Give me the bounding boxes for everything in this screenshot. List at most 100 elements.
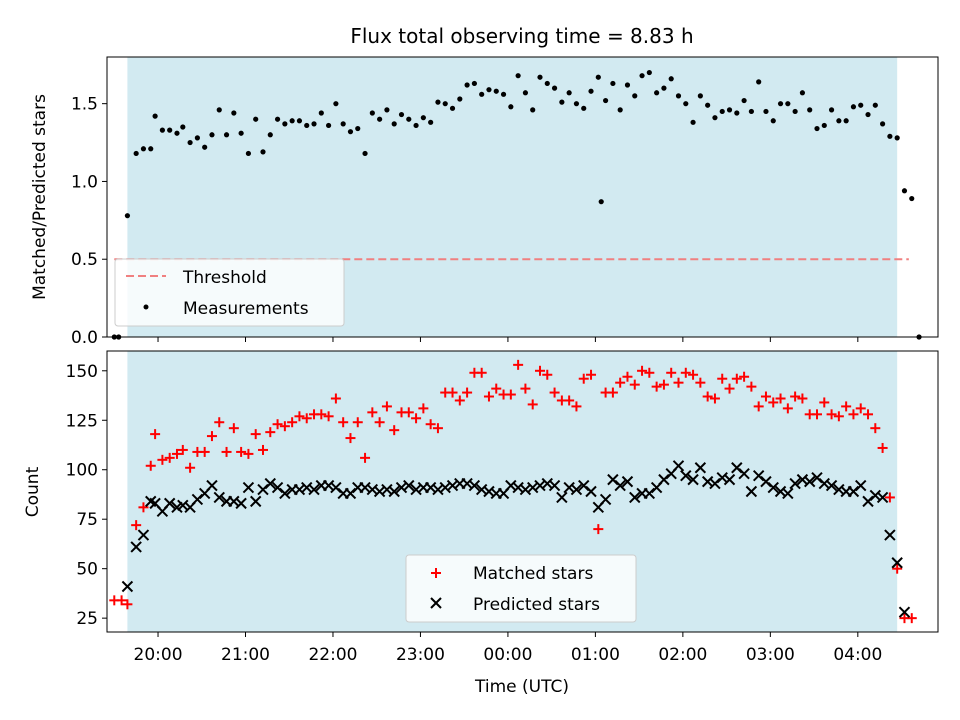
x-tick-label: 23:00 xyxy=(396,645,445,665)
measurement-point xyxy=(209,132,215,138)
matched-star-marker xyxy=(185,462,196,473)
matched-star-marker xyxy=(753,401,764,412)
matched-star-marker xyxy=(571,401,582,412)
legend-matched-marker xyxy=(431,568,441,578)
measurement-point xyxy=(598,199,604,205)
predicted-star-marker xyxy=(884,529,896,541)
predicted-star-marker-b xyxy=(534,479,546,492)
measurement-point xyxy=(603,97,609,104)
matched-star-marker xyxy=(367,407,378,418)
bottom-y-label: 150 xyxy=(66,362,98,382)
matched-star-marker xyxy=(688,369,699,380)
matched-star-marker xyxy=(870,423,881,434)
measurement-point xyxy=(683,101,689,107)
measurement-point xyxy=(792,108,798,115)
measurement-point xyxy=(850,104,857,110)
x-tick-label: 04:00 xyxy=(833,645,882,665)
measurement-point xyxy=(697,93,703,99)
predicted-star-marker-b xyxy=(789,477,801,490)
measurement-point xyxy=(726,107,733,113)
measurement-point xyxy=(428,119,434,125)
matched-star-marker xyxy=(145,460,156,471)
measurement-point xyxy=(668,76,674,82)
matched-star-marker xyxy=(797,393,808,404)
matched-star-marker xyxy=(206,431,217,442)
measurement-point xyxy=(880,121,886,127)
predicted-star-marker xyxy=(680,469,692,482)
measurement-point xyxy=(661,85,667,91)
measurement-point xyxy=(133,150,139,157)
matched-star-marker xyxy=(593,524,604,535)
matched-star-marker xyxy=(768,397,779,408)
measurement-point xyxy=(646,69,652,76)
predicted-star-marker xyxy=(308,483,320,496)
measurement-point xyxy=(690,119,696,125)
predicted-star-marker xyxy=(163,497,176,510)
matched-star-marker xyxy=(360,452,371,463)
predicted-star-marker-b xyxy=(403,479,415,492)
matched-star-marker xyxy=(658,379,669,390)
measurement-point xyxy=(362,150,368,157)
predicted-star-marker-b xyxy=(373,485,386,498)
predicted-star-marker-b xyxy=(738,467,750,480)
measurement-point xyxy=(909,195,915,202)
predicted-star-marker xyxy=(570,483,583,496)
predicted-star-marker-b xyxy=(723,473,736,486)
bottom-x-ticks: 20:00 21:00 22:00 23:00 00:00 01:00 02:00 03:00… xyxy=(134,632,882,665)
matched-star-marker xyxy=(520,383,531,394)
matched-star-marker xyxy=(476,367,487,378)
x-tick-label: 03:00 xyxy=(746,645,795,665)
matched-star-marker xyxy=(483,391,494,402)
predicted-star-marker-b xyxy=(468,479,481,492)
measurement-point xyxy=(464,82,470,88)
top-y-label: 1.5 xyxy=(71,95,98,115)
measurement-point xyxy=(814,125,820,132)
measurement-point xyxy=(140,146,147,152)
matched-star-marker xyxy=(739,371,750,382)
measurement-point xyxy=(318,110,324,116)
legend-measurements-swatch xyxy=(143,304,149,310)
predicted-star-marker xyxy=(694,462,707,474)
matched-star-marker xyxy=(724,383,735,394)
predicted-star-marker-b xyxy=(548,479,561,492)
matched-star-marker xyxy=(702,391,713,402)
matched-star-marker xyxy=(775,393,786,404)
matched-star-marker xyxy=(811,409,822,420)
measurement-point xyxy=(340,121,346,127)
predicted-star-marker xyxy=(629,491,641,504)
matched-star-marker xyxy=(462,387,473,398)
x-tick-label: 20:00 xyxy=(134,645,183,665)
predicted-star-marker-b xyxy=(607,473,619,486)
measurement-point xyxy=(420,115,426,121)
predicted-star-marker xyxy=(548,479,561,492)
measurement-point xyxy=(785,101,791,107)
matched-star-marker xyxy=(228,423,239,434)
matched-star-marker xyxy=(171,448,182,459)
predicted-star-marker-b xyxy=(330,481,342,494)
measurement-point xyxy=(559,99,565,105)
top-y-label: 0.0 xyxy=(71,328,98,348)
legend-matched-swatch xyxy=(431,568,441,578)
measurement-point xyxy=(442,101,448,107)
matched-star-marker xyxy=(819,397,830,408)
matched-star-marker xyxy=(841,401,852,412)
predicted-star-marker-b xyxy=(388,485,400,498)
predicted-star-marker-b xyxy=(898,606,911,618)
measurement-point xyxy=(500,91,507,97)
matched-star-marker xyxy=(381,401,392,412)
matched-star-marker xyxy=(157,454,168,465)
measurement-points xyxy=(111,69,922,340)
measurement-point xyxy=(457,96,463,102)
bottom-legend: Matched stars Predicted stars xyxy=(405,554,637,623)
measurement-point xyxy=(675,93,682,99)
predicted-star-marker-b xyxy=(855,479,867,492)
matched-star-marker xyxy=(578,373,589,384)
matched-star-marker xyxy=(265,427,276,438)
measurement-point xyxy=(894,135,900,141)
measurement-point xyxy=(763,108,769,115)
predicted-star-marker-b xyxy=(526,481,539,494)
measurement-point xyxy=(741,97,747,104)
bottom-y-label: 75 xyxy=(76,510,98,530)
measurement-point xyxy=(777,101,784,107)
